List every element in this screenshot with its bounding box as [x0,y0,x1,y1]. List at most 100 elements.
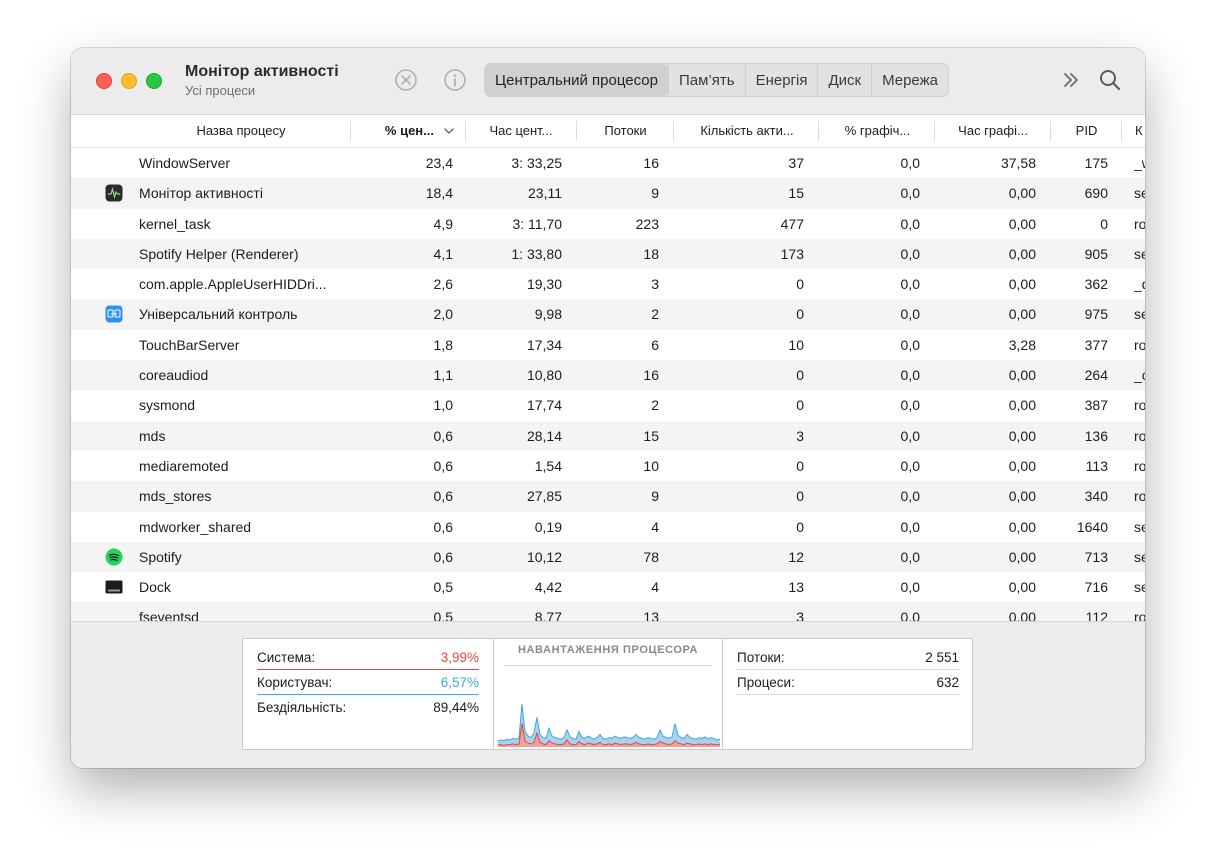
cpu-time-cell: 17,74 [526,397,562,414]
wakeups-cell: 12 [788,548,804,565]
threads-cell: 2 [651,397,659,414]
wakeups-cell: 3 [796,609,804,621]
gpu-time-cell: 0,00 [1008,427,1036,444]
process-name-cell: mds [139,427,166,444]
table-row[interactable]: Dock 0,5 4,42 4 13 0,0 0,00 716 se [71,572,1145,602]
tab-disk[interactable]: Диск [817,64,871,96]
user-cell: se [1134,579,1145,596]
user-cell: ro [1134,488,1145,505]
column-header-idle-wakeups[interactable]: Кількість акти... [700,123,794,138]
cpu-summary-panel: Система: 3,99% Користувач: 6,57% Бездіял… [242,638,973,750]
column-header-gpu[interactable]: % графіч... [844,123,911,138]
column-header-name[interactable]: Назва процесу [196,123,286,138]
user-cell: ro [1134,609,1145,621]
user-cell: _d [1134,276,1145,293]
column-header-gpu-time[interactable]: Час графі... [958,123,1028,138]
table-header: Назва процесу % цен... Час цент... Поток… [71,115,1145,148]
process-name-cell: com.apple.AppleUserHIDDri... [139,276,327,293]
table-row[interactable]: coreaudiod 1,1 10,80 16 0 0,0 0,00 264 _c [71,360,1145,391]
threads-cell: 16 [643,367,659,384]
table-row[interactable]: mds 0,6 28,14 15 3 0,0 0,00 136 ro [71,420,1145,451]
cpu-time-cell: 3: 11,70 [512,215,562,232]
table-row[interactable]: kernel_task 4,9 3: 11,70 223 477 0,0 0,00 0 ro [71,209,1145,239]
system-stat: Система: 3,99% [257,645,479,670]
table-row[interactable]: com.apple.AppleUserHIDDri... 2,6 19,30 3 0 0,… [71,269,1145,299]
threads-cell: 15 [643,427,659,444]
tab-network[interactable]: Мережа [871,64,948,96]
cpu-cell: 0,6 [433,488,453,505]
cpu-time-cell: 3: 33,25 [511,155,562,171]
wakeups-cell: 0 [796,457,804,474]
tab-cpu[interactable]: Центральний процесор [485,64,668,96]
column-header-pid[interactable]: PID [1075,123,1098,138]
cpu-time-cell: 0,19 [534,518,562,535]
chevron-double-right-icon[interactable] [1059,68,1083,92]
pid-cell: 112 [1085,609,1108,621]
gpu-cell: 0,0 [900,488,920,505]
cpu-cell: 1,8 [433,336,453,353]
pid-cell: 905 [1084,245,1108,262]
cpu-cell: 1,0 [433,397,453,414]
pid-cell: 690 [1084,185,1108,202]
gpu-time-cell: 0,00 [1008,457,1036,474]
gpu-cell: 0,0 [900,215,920,232]
process-name-cell: Spotify [139,548,182,565]
gpu-time-cell: 0,00 [1008,245,1036,262]
table-row[interactable]: WindowServer 23,4 3: 33,25 16 37 0,0 37,58 175 _… [71,148,1145,178]
table-row[interactable]: TouchBarServer 1,8 17,34 6 10 0,0 3,28 377 ro [71,330,1145,360]
cpu-load-chart: НАВАНТАЖЕННЯ ПРОЦЕСОРА [493,639,723,749]
table-row[interactable]: fseventsd 0,5 8,77 13 3 0,0 0,00 112 ro [71,602,1145,621]
threads-cell: 10 [643,457,659,474]
idle-value: 89,44% [433,700,479,715]
info-icon[interactable] [443,68,467,92]
activity-monitor-window: Монітор активності Усі процеси Центральн… [71,48,1145,768]
threads-cell: 9 [651,488,659,505]
threads-cell: 4 [651,518,659,535]
gpu-cell: 0,0 [900,185,920,202]
pid-cell: 113 [1085,457,1108,474]
user-cell: se [1134,245,1145,262]
column-header-cpu-time[interactable]: Час цент... [489,123,553,138]
close-window-button[interactable] [96,73,112,89]
table-row[interactable]: Монітор активності 18,4 23,11 9 15 0,0 0,00 690… [71,178,1145,209]
threads-stat: Потоки: 2 551 [737,645,959,670]
table-row[interactable]: Spotify Helper (Renderer) 4,1 1: 33,80 18 17… [71,238,1145,270]
table-row[interactable]: Spotify 0,6 10,12 78 12 0,0 0,00 713 se [71,541,1145,573]
system-value: 3,99% [440,650,479,665]
table-row[interactable]: sysmond 1,0 17,74 2 0 0,0 0,00 387 ro [71,390,1145,420]
cpu-time-cell: 23,11 [528,185,562,202]
table-row[interactable]: mediaremoted 0,6 1,54 10 0 0,0 0,00 113 ro [71,451,1145,481]
minimize-window-button[interactable] [121,73,137,89]
cpu-cell: 2,0 [433,306,453,323]
table-row[interactable]: Універсальний контроль 2,0 9,98 2 0 0,0 0,00 97… [71,299,1145,330]
column-header-user[interactable]: К [1135,123,1143,138]
cpu-time-cell: 10,80 [526,367,562,384]
search-icon[interactable] [1098,68,1122,92]
user-cell: ro [1134,215,1145,232]
table-row[interactable]: mds_stores 0,6 27,85 9 0 0,0 0,00 340 ro [71,481,1145,512]
idle-stat: Бездіяльність: 89,44% [257,695,479,720]
cpu-cell: 4,9 [433,215,453,232]
threads-cell: 3 [651,276,659,293]
cpu-cell: 4,1 [433,245,453,262]
gpu-cell: 0,0 [900,518,920,535]
pid-cell: 377 [1084,336,1108,353]
zoom-window-button[interactable] [146,73,162,89]
column-header-threads[interactable]: Потоки [604,123,647,138]
tab-memory[interactable]: Пам’ять [667,64,745,96]
sort-descending-icon [444,128,454,134]
window-subtitle[interactable]: Усі процеси [185,83,256,98]
process-name-cell: coreaudiod [139,367,209,384]
x-circle-icon[interactable] [394,68,418,92]
tab-energy[interactable]: Енергія [744,64,818,96]
view-tabs: Центральний процесор Пам’ять Енергія Дис… [484,63,949,97]
column-header-cpu[interactable]: % цен... [384,123,434,138]
cpu-time-cell: 10,12 [526,548,562,565]
processes-stat: Процеси: 632 [737,670,959,695]
table-row[interactable]: mdworker_shared 0,6 0,19 4 0 0,0 0,00 1640 se [71,512,1145,542]
threads-cell: 2 [651,306,659,323]
cpu-time-cell: 1,54 [534,457,562,474]
cpu-cell: 0,6 [433,518,453,535]
cpu-cell: 0,6 [433,427,453,444]
cpu-time-cell: 1: 33,80 [511,245,562,262]
